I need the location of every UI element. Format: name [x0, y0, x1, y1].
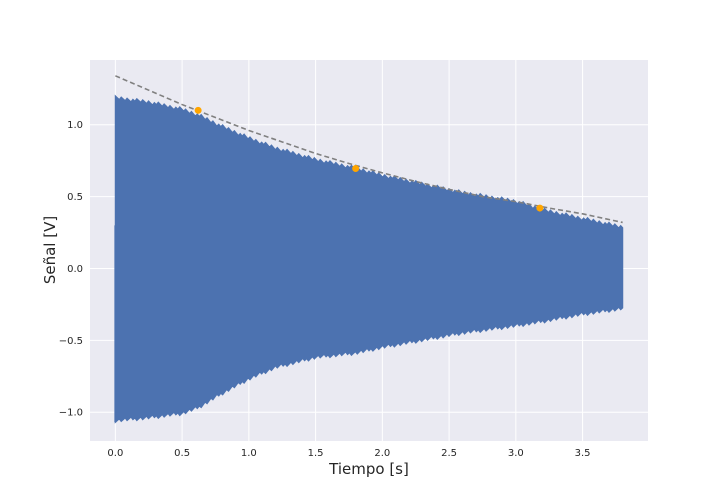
peak-marker — [352, 165, 360, 173]
x-tick-label: 1.0 — [241, 448, 257, 459]
y-tick-label: 0.5 — [67, 192, 83, 203]
x-tick-label: 2.0 — [374, 448, 390, 459]
x-tick-label: 3.0 — [508, 448, 524, 459]
x-tick-labels: 0.0 0.5 1.0 1.5 2.0 2.5 3.0 3.5 — [107, 448, 590, 459]
x-axis-title: Tiempo [s] — [328, 460, 409, 478]
y-tick-label: 0.0 — [67, 264, 83, 275]
y-tick-labels: −1.0 −0.5 0.0 0.5 1.0 — [59, 120, 83, 419]
x-tick-label: 1.5 — [308, 448, 324, 459]
y-tick-label: −0.5 — [59, 336, 83, 347]
y-tick-label: 1.0 — [67, 120, 83, 131]
signal-series — [114, 94, 624, 424]
y-tick-label: −1.0 — [59, 408, 83, 419]
x-tick-label: 2.5 — [441, 448, 457, 459]
x-tick-label: 0.0 — [107, 448, 123, 459]
x-tick-label: 0.5 — [174, 448, 190, 459]
peak-markers — [194, 106, 544, 212]
signal-band — [114, 94, 624, 424]
peak-marker — [536, 204, 544, 212]
y-axis-title: Señal [V] — [41, 216, 59, 284]
x-tick-label: 3.5 — [575, 448, 591, 459]
peak-marker — [194, 106, 202, 114]
